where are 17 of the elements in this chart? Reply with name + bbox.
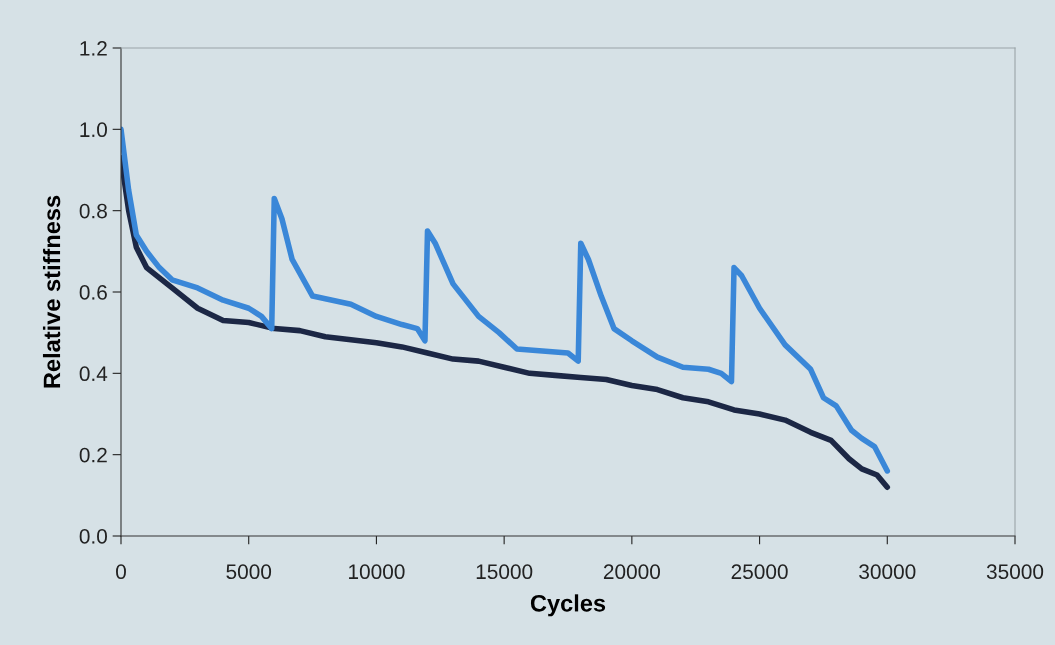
y-tick-label: 0.2 bbox=[79, 447, 107, 463]
y-tick-label: 0.0 bbox=[79, 529, 107, 544]
x-tick-label: 20000 bbox=[603, 564, 661, 580]
x-axis-title: Cycles bbox=[530, 594, 606, 617]
y-tick-label: 1.2 bbox=[80, 41, 107, 56]
x-tick-label: 5000 bbox=[226, 564, 272, 580]
x-tick-label: 0 bbox=[116, 564, 126, 580]
y-tick-label: 0.8 bbox=[79, 203, 107, 219]
y-tick-label: 0.4 bbox=[79, 366, 108, 382]
x-tick-label: 30000 bbox=[859, 564, 916, 580]
x-tick-label: 15000 bbox=[476, 564, 533, 580]
x-tick-label: 35000 bbox=[986, 564, 1044, 580]
x-tick-label: 10000 bbox=[349, 564, 405, 580]
y-tick-label: 0.6 bbox=[79, 285, 107, 300]
x-tick-label: 25000 bbox=[731, 564, 788, 580]
y-axis-title: Relative stiffness bbox=[42, 195, 61, 388]
y-tick-label: 1.0 bbox=[80, 122, 107, 138]
